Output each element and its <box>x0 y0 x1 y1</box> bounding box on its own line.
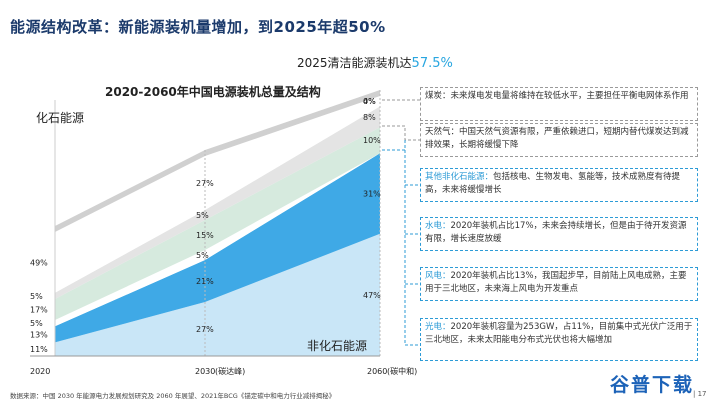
x-tick-note-2030: (碳达峰) <box>215 366 245 376</box>
annotation-box: 风电：2020年装机占比13%，我国起步早，目前陆上风电成熟，主要用于三北地区，… <box>420 267 698 301</box>
value-label-天然气-2020: 5% <box>30 292 43 301</box>
annotation-text: 2020年装机容量为253GW，占11%，目前集中式光伏广泛用于三北地区，未来太… <box>425 322 693 345</box>
nonfossil-region-label: 非化石能源 <box>307 339 367 353</box>
value-label-风电-2060: 31% <box>363 190 381 199</box>
chart-title: 2020-2060年中国电源装机总量及结构 <box>105 84 321 99</box>
annotation-label: 煤炭： <box>425 91 451 101</box>
annotation-label: 水电： <box>425 221 451 231</box>
annotation-text: 2020年装机占比13%，我国起步早，目前陆上风电成熟，主要用于三北地区，未来海… <box>425 271 687 294</box>
annotation-label: 风电： <box>425 271 451 281</box>
watermark-logo: 谷普下载 <box>610 374 695 396</box>
x-tick-note-2060: (碳中和) <box>387 366 417 376</box>
top-band <box>55 90 380 232</box>
annotation-box: 水电：2020年装机占比17%，未来会持续增长，但是由于待开发资源有限，增长速度… <box>420 217 698 251</box>
data-source-note: 数据来源：中国 2030 年能源电力发展规划研究及 2060 年展望、2021年… <box>10 392 336 400</box>
value-label-top: 0% <box>363 97 376 106</box>
value-label-光电-2020: 11% <box>30 345 48 354</box>
page-title: 能源结构改革：新能源装机量增加，到2025年超50% <box>10 18 386 36</box>
connector-spine <box>404 140 420 346</box>
page-number: | 17 <box>693 390 707 398</box>
annotation-text: 包括核电、生物发电、氢能等，技术成熟度有待提高，未来将缓慢增长 <box>425 172 681 195</box>
annotation-label: 天然气： <box>425 127 460 137</box>
area-水电 <box>55 153 380 327</box>
annotation-text: 2020年装机占比17%，未来会持续增长，但是由于待开发资源有限，增长速度放缓 <box>425 221 687 244</box>
area-光电 <box>55 233 380 356</box>
value-label-风电-2030: 21% <box>196 277 214 286</box>
annotation-text: 未来煤电发电量将维持在较低水平，主要担任平衡电网体系作用 <box>450 91 689 101</box>
subtitle-percent: 57.5% <box>411 56 453 71</box>
value-label-煤炭-2060: 4% <box>363 97 376 106</box>
value-label-光电-2060: 47% <box>363 291 381 300</box>
annotation-label: 其他非化石能源： <box>425 172 494 182</box>
connector-gas <box>382 125 420 141</box>
value-label-其他非化石能源-2060: 10% <box>363 136 381 145</box>
annotation-label: 光电： <box>425 322 451 332</box>
value-label-煤炭-2020: 49% <box>30 258 48 267</box>
x-tick-2020: 2020 <box>30 367 50 376</box>
fossil-region-label: 化石能源 <box>36 111 84 125</box>
value-label-煤炭-2030: 27% <box>196 179 214 188</box>
annotation-text: 中国天然气资源有限，严重依赖进口，短期内替代煤炭达到减排效果，长期将缓慢下降 <box>425 127 689 150</box>
value-label-其他非化石能源-2030: 15% <box>196 231 214 240</box>
annotation-box: 天然气：中国天然气资源有限，严重依赖进口，短期内替代煤炭达到减排效果，长期将缓慢… <box>420 123 698 157</box>
clean-energy-subtitle: 2025清洁能源装机达57.5% <box>297 54 453 71</box>
area-风电 <box>55 153 380 343</box>
x-tick-2060: 2060 <box>367 367 387 376</box>
value-label-风电-2020: 13% <box>30 330 48 339</box>
value-label-水电-2020: 5% <box>30 319 43 328</box>
annotation-box: 煤炭：未来煤电发电量将维持在较低水平，主要担任平衡电网体系作用 <box>420 87 698 121</box>
annotation-box: 其他非化石能源：包括核电、生物发电、氢能等，技术成熟度有待提高，未来将缓慢增长 <box>420 168 698 202</box>
value-label-天然气-2060: 8% <box>363 113 376 122</box>
value-label-其他非化石能源-2020: 17% <box>30 306 48 315</box>
value-label-天然气-2030: 5% <box>196 211 209 220</box>
area-煤炭 <box>55 96 380 293</box>
annotation-box: 光电：2020年装机容量为253GW，占11%，目前集中式光伏广泛用于三北地区，… <box>420 318 698 361</box>
value-label-水电-2030: 5% <box>196 251 209 260</box>
subtitle-text: 2025清洁能源装机达 <box>297 56 412 70</box>
area-天然气 <box>55 106 380 299</box>
area-其他非化石能源 <box>55 127 380 321</box>
x-tick-2030: 2030 <box>195 367 215 376</box>
value-label-光电-2030: 27% <box>196 325 214 334</box>
